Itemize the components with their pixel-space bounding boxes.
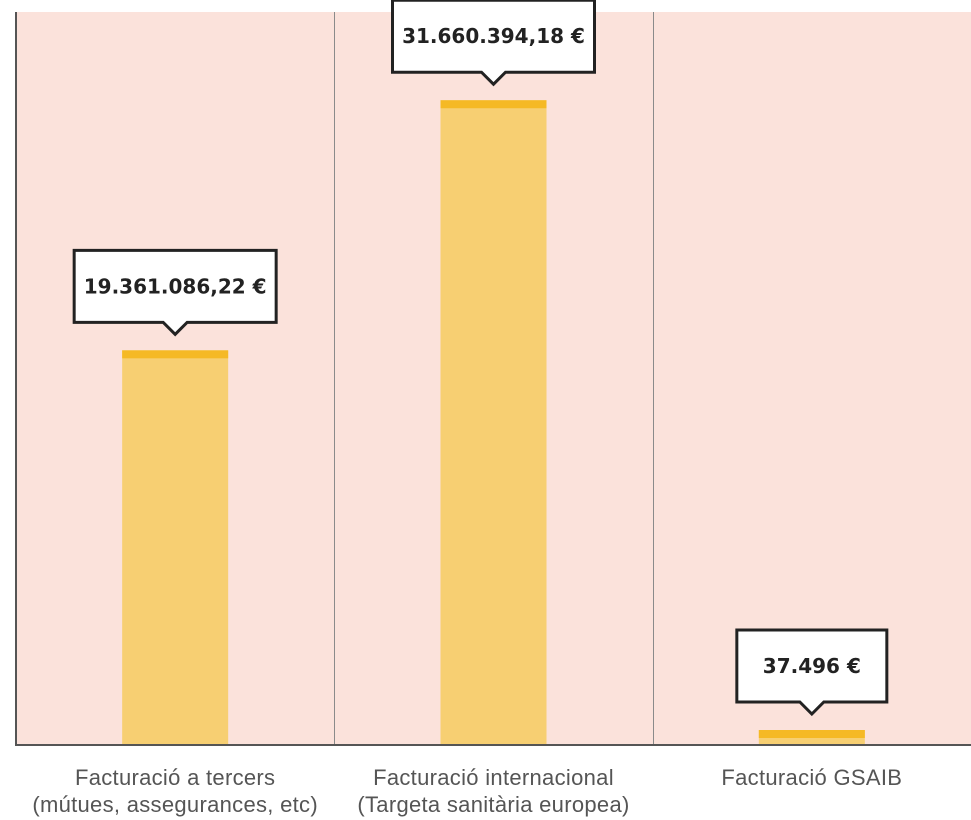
category-label: Facturació internacional (Targeta sanitàr…	[334, 764, 654, 818]
bar-top-band	[758, 730, 865, 738]
bar-top-band	[122, 350, 229, 359]
category-dividers	[334, 12, 654, 744]
callout-box	[72, 248, 278, 337]
category-label-line: Facturació internacional	[373, 765, 614, 790]
category-label: Facturació a tercers (mútues, assegurance…	[15, 764, 335, 818]
value-callout: 31.660.394,18 €	[391, 0, 596, 87]
category-label-line: Facturació a tercers	[74, 765, 276, 790]
bars	[122, 100, 865, 745]
value-callout: 37.496 €	[735, 628, 889, 717]
bar	[758, 730, 865, 744]
callout-value-label: 19.361.086,22 €	[84, 274, 267, 298]
category-label-line: (mútues, assegurances, etc)	[32, 792, 318, 817]
callout-box	[735, 628, 889, 717]
bar	[122, 350, 229, 744]
bar-fill	[440, 100, 547, 745]
callout-value-label: 37.496 €	[763, 654, 861, 678]
category-label: Facturació GSAIB	[652, 764, 971, 791]
bar-top-band	[440, 100, 547, 109]
callout-value-label: 31.660.394,18 €	[402, 24, 585, 48]
value-callout: 19.361.086,22 €	[72, 248, 278, 337]
bar	[440, 100, 547, 745]
category-label-line: Facturació GSAIB	[721, 765, 903, 790]
callout-box	[391, 0, 596, 87]
value-callouts: 19.361.086,22 € 31.660.394,18 € 37.496 €	[72, 0, 889, 717]
category-label-line: (Targeta sanitària europea)	[357, 792, 630, 817]
bar-fill	[122, 350, 229, 744]
